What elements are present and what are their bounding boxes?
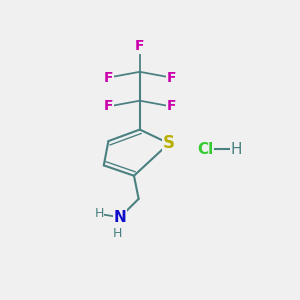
Text: Cl: Cl [197,142,213,157]
Text: F: F [135,39,145,53]
Text: F: F [104,70,113,85]
Text: H: H [94,207,104,220]
Text: F: F [167,70,176,85]
Text: N: N [114,210,126,225]
Text: F: F [167,100,176,113]
Text: H: H [113,227,122,240]
Text: H: H [230,142,242,157]
Text: S: S [163,134,175,152]
Text: F: F [104,100,113,113]
